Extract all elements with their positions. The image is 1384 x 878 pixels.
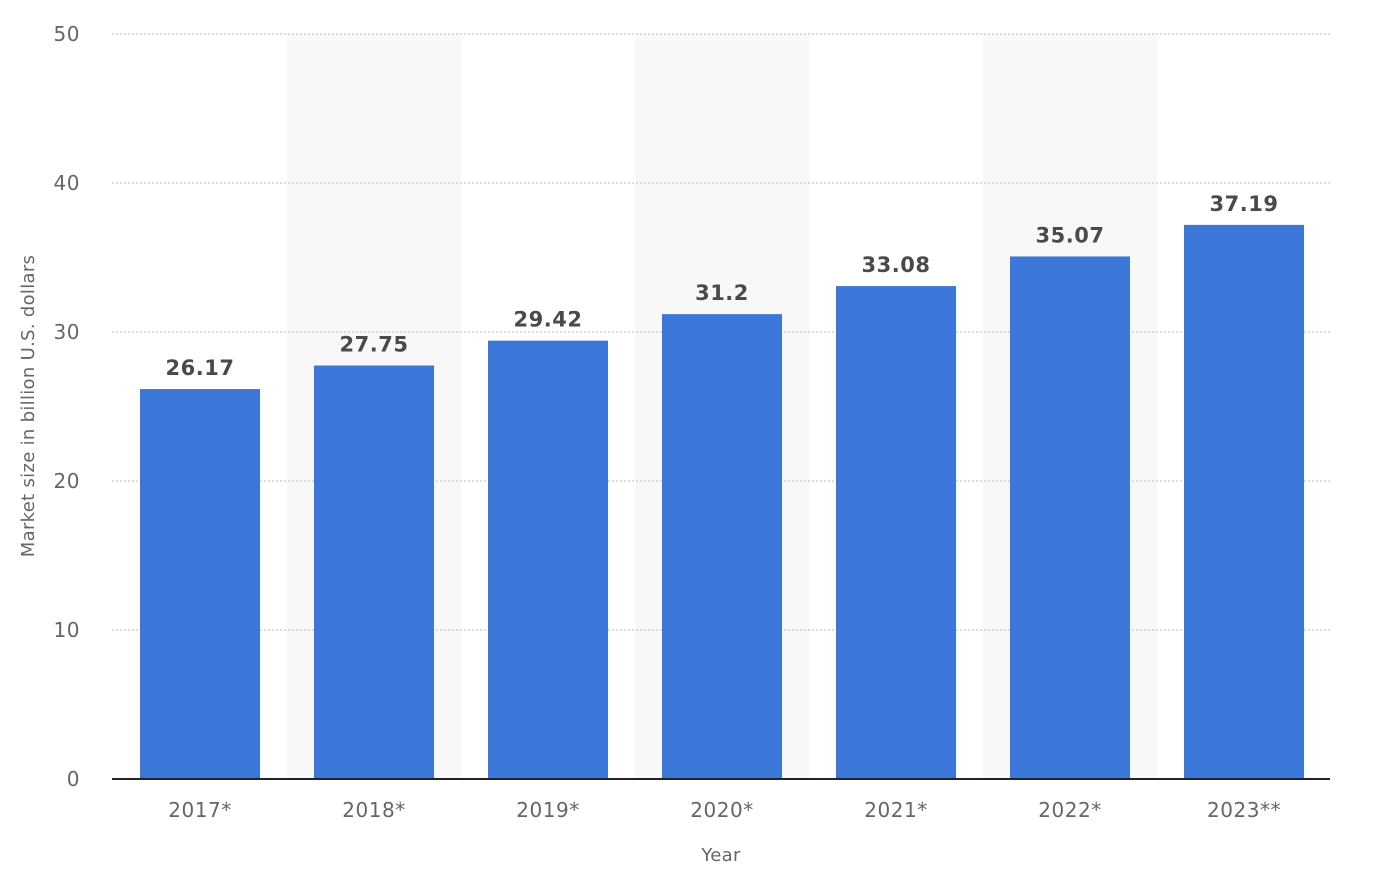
y-axis-tick-labels: 0 10 20 30 40 50 bbox=[54, 22, 80, 791]
x-tick-label: 2017* bbox=[168, 798, 231, 822]
bar[interactable] bbox=[836, 286, 956, 779]
x-tick-label: 2021* bbox=[864, 798, 927, 822]
data-label: 26.17 bbox=[166, 356, 235, 380]
x-tick-label: 2018* bbox=[342, 798, 405, 822]
y-tick-label: 40 bbox=[54, 171, 80, 195]
data-label: 33.08 bbox=[862, 253, 931, 277]
x-axis-tick-labels: 2017* 2018* 2019* 2020* 2021* 2022* 2023** bbox=[168, 798, 1281, 822]
y-tick-label: 10 bbox=[54, 618, 80, 642]
data-label: 29.42 bbox=[514, 308, 583, 332]
x-axis-title: Year bbox=[700, 845, 741, 866]
data-label: 37.19 bbox=[1210, 192, 1279, 216]
data-label: 31.2 bbox=[695, 281, 749, 305]
x-tick-label: 2019* bbox=[516, 798, 579, 822]
bar[interactable] bbox=[488, 340, 608, 779]
x-tick-label: 2023** bbox=[1207, 798, 1281, 822]
y-axis-title: Market size in billion U.S. dollars bbox=[18, 255, 39, 557]
y-tick-label: 20 bbox=[54, 469, 80, 493]
y-tick-label: 50 bbox=[54, 22, 80, 46]
y-tick-label: 0 bbox=[67, 767, 80, 791]
data-label: 27.75 bbox=[340, 333, 409, 357]
bar[interactable] bbox=[1184, 224, 1304, 779]
bars bbox=[140, 224, 1304, 779]
x-tick-label: 2022* bbox=[1038, 798, 1101, 822]
x-tick-label: 2020* bbox=[690, 798, 753, 822]
bar[interactable] bbox=[314, 365, 434, 779]
bar[interactable] bbox=[662, 314, 782, 779]
bar[interactable] bbox=[140, 389, 260, 779]
bar[interactable] bbox=[1010, 256, 1130, 779]
y-tick-label: 30 bbox=[54, 320, 80, 344]
value-labels: 26.17 27.75 29.42 31.2 33.08 35.07 37.19 bbox=[166, 192, 1279, 380]
data-label: 35.07 bbox=[1036, 223, 1105, 247]
